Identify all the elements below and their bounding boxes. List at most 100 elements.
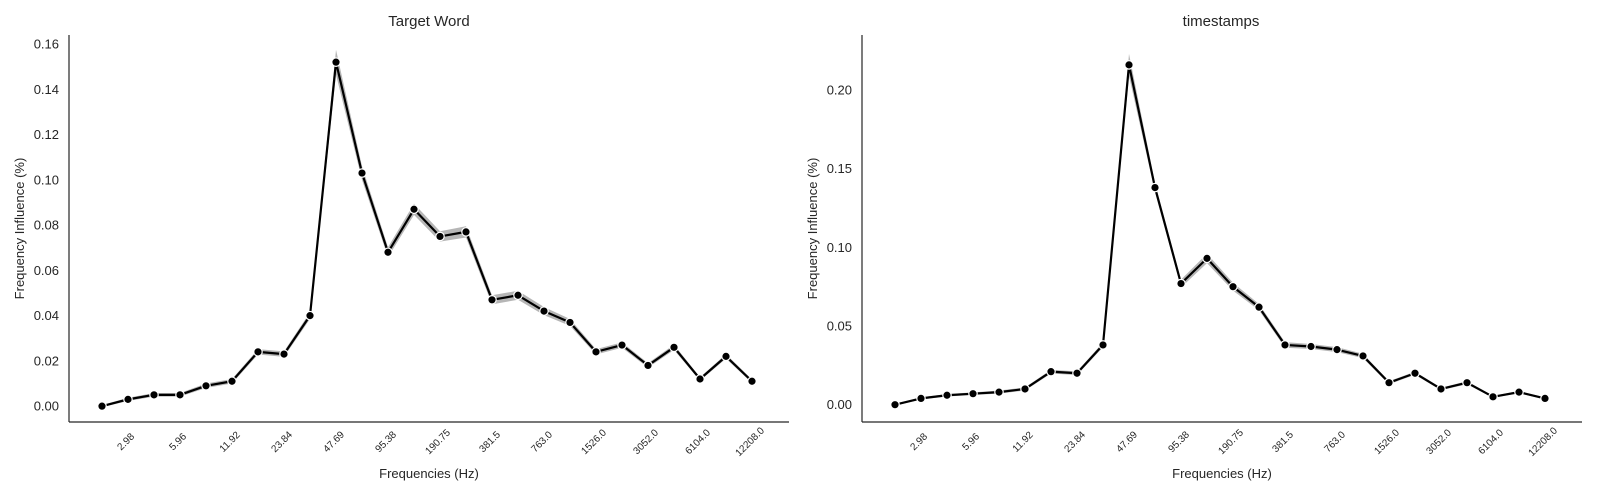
x-tick-label: 190.75 <box>424 427 454 457</box>
x-tick-label: 2.98 <box>908 431 930 453</box>
chart-title: Target Word <box>388 13 469 30</box>
data-point <box>916 393 926 404</box>
data-point <box>279 349 289 359</box>
data-point <box>1540 393 1550 404</box>
x-tick-label: 95.38 <box>1166 429 1192 455</box>
data-point <box>669 342 679 353</box>
data-point <box>643 360 653 371</box>
y-tick-label: 0.14 <box>34 82 59 97</box>
x-tick-label: 1526.0 <box>580 427 610 457</box>
chart-panel-1: Target Word 0.00 0.02 0.04 0.06 0.08 0.10 0.12 0… <box>12 13 789 481</box>
data-point <box>994 387 1004 397</box>
data-point <box>1176 278 1186 289</box>
data-point <box>539 306 549 316</box>
data-point <box>1306 341 1316 352</box>
y-tick-label: 0.12 <box>34 127 59 142</box>
y-tick-label: 0.16 <box>34 37 59 52</box>
x-tick-label: 47.69 <box>1114 429 1140 455</box>
data-point <box>487 294 497 305</box>
x-tick-label: 6104.0 <box>1477 427 1507 457</box>
x-tick-label: 5.96 <box>960 431 982 453</box>
x-tick-label: 11.92 <box>1011 429 1036 454</box>
y-tick-label: 0.06 <box>34 263 59 278</box>
data-point <box>1072 368 1082 379</box>
data-point <box>123 394 133 405</box>
x-tick-label: 2.98 <box>115 431 137 453</box>
x-tick-label: 763.0 <box>529 429 555 455</box>
series-line <box>101 61 753 408</box>
x-tick-label: 381.5 <box>477 429 503 455</box>
data-point <box>942 390 952 401</box>
data-point <box>695 374 705 384</box>
y-tick-label: 0.15 <box>827 161 852 176</box>
data-point <box>890 399 900 410</box>
x-tick-label: 23.84 <box>269 429 295 455</box>
data-point <box>617 340 627 350</box>
data-point <box>591 347 601 357</box>
x-tick-label: 3052.0 <box>632 427 662 457</box>
data-point <box>1228 281 1238 292</box>
x-axis-label: Frequencies (Hz) <box>1172 466 1272 481</box>
data-point <box>97 401 107 411</box>
series-line <box>894 63 1546 406</box>
data-point <box>175 390 185 400</box>
data-point <box>1514 387 1524 397</box>
chart-title: timestamps <box>1183 13 1260 30</box>
x-tick-label: 12208.0 <box>1527 425 1561 459</box>
x-tick-label: 1526.0 <box>1373 427 1403 457</box>
data-point <box>435 231 445 242</box>
y-axis-label: Frequency Influence (%) <box>12 158 27 300</box>
data-point <box>1202 253 1212 264</box>
data-point <box>357 168 367 178</box>
data-point <box>1254 302 1264 312</box>
data-point <box>149 390 159 400</box>
data-point <box>1046 366 1056 377</box>
y-tick-label: 0.10 <box>827 240 852 255</box>
data-point <box>1124 60 1134 70</box>
chart-panel-2: timestamps 0.00 0.05 0.10 0.15 0.20 2.98 5.96 11… <box>805 13 1582 481</box>
y-axis-label: Frequency Influence (%) <box>805 158 820 300</box>
data-point <box>1488 392 1498 402</box>
data-point <box>1098 340 1108 350</box>
data-point <box>1020 384 1030 394</box>
x-tick-label: 12208.0 <box>734 425 768 459</box>
data-point <box>409 204 419 215</box>
data-point <box>331 57 341 67</box>
data-point <box>1332 344 1342 355</box>
data-point <box>1280 340 1290 350</box>
x-tick-label: 5.96 <box>167 431 189 453</box>
data-point <box>565 317 575 328</box>
data-point <box>383 247 393 258</box>
x-tick-label: 3052.0 <box>1425 427 1455 457</box>
confidence-band <box>895 53 1545 406</box>
y-tick-label: 0.08 <box>34 218 59 233</box>
x-tick-label: 11.92 <box>218 429 243 454</box>
data-point <box>253 347 263 357</box>
data-point <box>513 290 523 301</box>
y-tick-label: 0.04 <box>34 308 59 323</box>
data-point <box>747 376 757 387</box>
x-tick-label: 190.75 <box>1217 427 1247 457</box>
data-point <box>1462 377 1472 388</box>
y-tick-label: 0.00 <box>34 399 59 414</box>
x-tick-label: 763.0 <box>1322 429 1348 455</box>
data-point <box>721 351 731 362</box>
x-axis-label: Frequencies (Hz) <box>379 466 479 481</box>
data-point <box>201 380 211 391</box>
y-tick-label: 0.05 <box>827 319 852 334</box>
data-point <box>1384 377 1394 388</box>
data-point <box>968 388 978 399</box>
y-tick-label: 0.10 <box>34 172 59 187</box>
y-tick-label: 0.00 <box>827 397 852 412</box>
data-point <box>1410 368 1420 379</box>
data-point <box>1150 182 1160 193</box>
data-point <box>305 310 315 321</box>
x-tick-label: 47.69 <box>321 429 347 455</box>
data-point <box>461 227 471 237</box>
x-tick-label: 95.38 <box>373 429 399 455</box>
confidence-band <box>102 49 752 408</box>
x-tick-label: 381.5 <box>1270 429 1296 455</box>
y-tick-label: 0.20 <box>827 83 852 98</box>
y-tick-label: 0.02 <box>34 353 59 368</box>
